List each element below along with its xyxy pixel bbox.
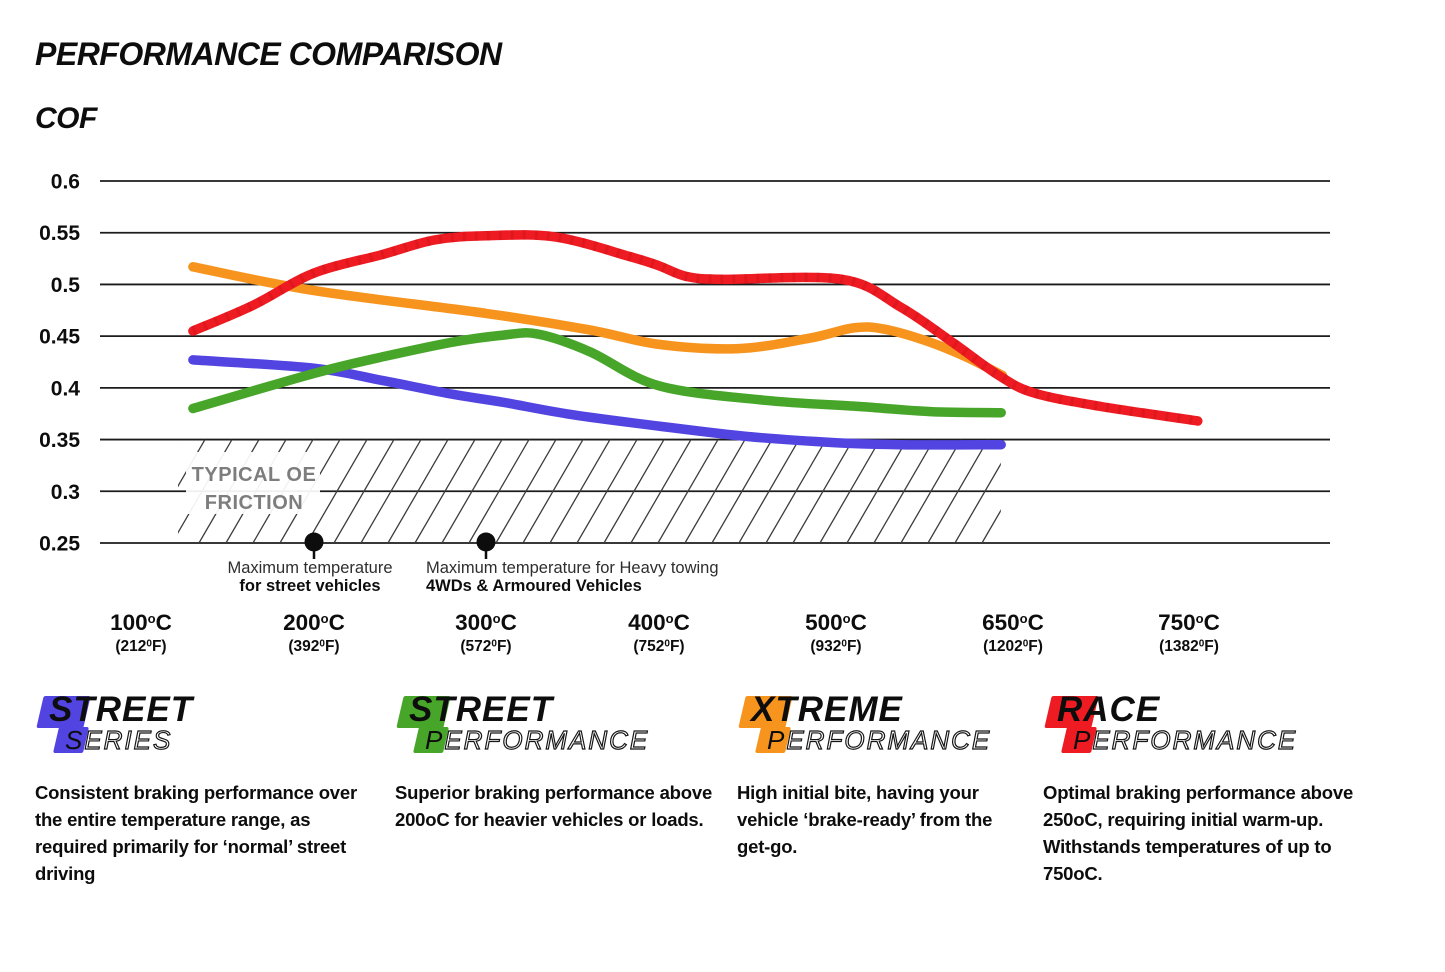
- hatch-line: [441, 439, 503, 544]
- max-temp-marker: [304, 532, 324, 552]
- marker-label-line1: Maximum temperature: [227, 559, 392, 577]
- hatch-line: [981, 509, 1001, 544]
- legend-street-series: STREET SERIES Consistent braking perform…: [35, 690, 367, 887]
- series-line-race-performance-texture: [191, 230, 1199, 426]
- series-line-street-performance: [188, 328, 1006, 418]
- legend: STREET SERIES Consistent braking perform…: [0, 690, 1445, 963]
- hatch-line: [846, 439, 908, 544]
- hatch-line: [657, 439, 719, 544]
- y-tick-label: 0.5: [51, 274, 81, 297]
- legend-race-performance: RACE PERFORMANCE Optimal braking perform…: [1043, 690, 1375, 887]
- hatch-line: [387, 439, 449, 544]
- hatch-line: [738, 439, 800, 544]
- hatch-line: [522, 439, 584, 544]
- oe-hatch: [177, 439, 1001, 544]
- x-tick-fahrenheit: (7520F): [633, 638, 684, 655]
- race-performance-logo: RACE PERFORMANCE: [1043, 690, 1375, 765]
- logo-word-1: XTREME: [751, 690, 903, 729]
- hatch-line: [603, 439, 665, 544]
- y-tick-label: 0.3: [51, 481, 80, 504]
- y-tick-label: 0.25: [39, 533, 80, 556]
- logo-word-1: STREET: [409, 690, 554, 729]
- oe-band-label: TYPICAL OE: [192, 464, 317, 486]
- legend-description: High initial bite, having your vehicle ‘…: [737, 782, 993, 857]
- legend-description: Consistent braking performance over the …: [35, 782, 357, 884]
- xtreme-performance-logo: XTREME PERFORMANCE: [737, 690, 1022, 765]
- legend-street-performance: STREET PERFORMANCE Superior braking perf…: [395, 690, 725, 833]
- legend-xtreme-performance: XTREME PERFORMANCE High initial bite, ha…: [737, 690, 1022, 860]
- logo-word-1: STREET: [49, 690, 194, 729]
- x-tick-celsius: 400oC: [628, 610, 690, 635]
- hatch-line: [927, 439, 989, 544]
- legend-description: Superior braking performance above 200oC…: [395, 782, 713, 830]
- logo-word-2: SERIES: [65, 724, 173, 755]
- x-tick-celsius: 650oC: [982, 610, 1044, 635]
- hatch-line: [414, 439, 476, 544]
- performance-chart: 0.6 0.55 0.5 0.45 0.4 0.35 0.3 0.25 TYPICAL OE FR…: [39, 171, 1330, 655]
- hatch-line: [792, 439, 854, 544]
- y-tick-label: 0.6: [51, 171, 80, 194]
- x-tick-fahrenheit: (3920F): [288, 638, 339, 655]
- x-tick-fahrenheit: (9320F): [810, 638, 861, 655]
- hatch-line: [468, 439, 530, 544]
- hatch-line: [954, 462, 1001, 544]
- hatch-line: [576, 439, 638, 544]
- hatch-line: [549, 439, 611, 544]
- x-tick-fahrenheit: (12020F): [983, 638, 1043, 655]
- hatch-line: [333, 439, 395, 544]
- series-line-street-series: [188, 355, 1006, 450]
- hatch-line: [819, 439, 881, 544]
- hatch-line: [900, 439, 962, 544]
- x-tick-fahrenheit: (13820F): [1159, 638, 1219, 655]
- logo-word-2: PERFORMANCE: [1073, 724, 1298, 755]
- hatch-line: [360, 439, 422, 544]
- series-line-xtreme-performance: [188, 262, 1008, 381]
- street-series-logo: STREET SERIES: [35, 690, 367, 765]
- y-tick-label: 0.55: [39, 222, 80, 245]
- x-tick-fahrenheit: (5720F): [460, 638, 511, 655]
- logo-word-1: RACE: [1057, 690, 1161, 729]
- y-axis-title: COF: [35, 102, 97, 135]
- marker-label-line2: 4WDs & Armoured Vehicles: [426, 577, 642, 595]
- logo-word-2: PERFORMANCE: [425, 724, 650, 755]
- hatch-line: [711, 439, 773, 544]
- marker-label-line1: Maximum temperature for Heavy towing: [426, 559, 719, 577]
- legend-description: Optimal braking performance above 250oC,…: [1043, 782, 1354, 884]
- x-tick-celsius: 750oC: [1158, 610, 1220, 635]
- x-tick-fahrenheit: (2120F): [115, 638, 166, 655]
- x-tick-celsius: 200oC: [283, 610, 345, 635]
- oe-label-backdrop: [186, 452, 320, 514]
- x-tick-celsius: 500oC: [805, 610, 867, 635]
- max-temp-marker: [476, 532, 496, 552]
- hatch-line: [306, 439, 368, 544]
- page-title: PERFORMANCE COMPARISON: [35, 36, 502, 72]
- logo-word-2: PERFORMANCE: [767, 724, 992, 755]
- hatch-line: [873, 439, 935, 544]
- series-line-race-performance: [188, 230, 1203, 426]
- hatch-line: [495, 439, 557, 544]
- y-tick-label: 0.4: [51, 377, 81, 400]
- x-tick-celsius: 100oC: [110, 610, 172, 635]
- hatch-line: [630, 439, 692, 544]
- y-tick-label: 0.35: [39, 429, 80, 452]
- oe-band-label: FRICTION: [205, 492, 303, 514]
- y-tick-label: 0.45: [39, 326, 80, 349]
- marker-label-line2: for street vehicles: [239, 577, 380, 595]
- x-tick-celsius: 300oC: [455, 610, 517, 635]
- hatch-line: [765, 439, 827, 544]
- hatch-line: [684, 439, 746, 544]
- street-performance-logo: STREET PERFORMANCE: [395, 690, 725, 765]
